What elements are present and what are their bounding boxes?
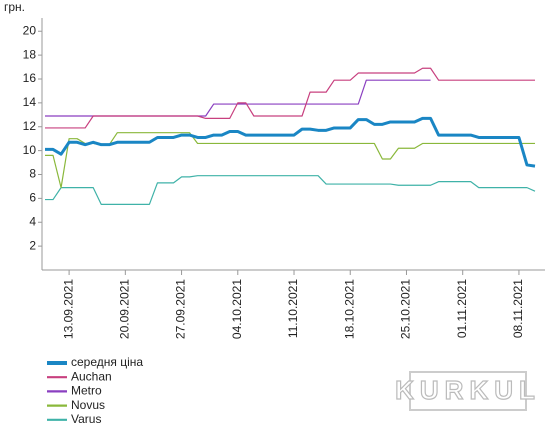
x-tick-label: 11.10.2021 (286, 279, 300, 338)
series-line (45, 116, 536, 168)
y-tick-label: 2 (29, 238, 36, 252)
y-tick-label: 20 (23, 23, 37, 37)
series-line (45, 67, 535, 129)
y-tick-label: 16 (23, 71, 37, 85)
x-tick-label: 13.09.2021 (61, 279, 75, 339)
y-tick-label: 18 (23, 47, 37, 61)
x-tick-label: 01.11.2021 (455, 279, 469, 338)
x-tick-label: 27.09.2021 (174, 279, 188, 339)
x-tick-label: 18.10.2021 (342, 279, 356, 339)
legend-label: Metro (71, 384, 102, 398)
x-tick-label: 20.09.2021 (117, 279, 131, 339)
y-tick-label: 14 (23, 95, 37, 109)
legend-label: середня ціна (71, 355, 143, 369)
y-tick-label: 8 (29, 167, 36, 181)
watermark-frame (409, 371, 527, 411)
x-tick-label: 08.11.2021 (511, 279, 525, 338)
y-tick-label: 6 (29, 191, 36, 205)
legend-label: Auchan (71, 369, 112, 383)
y-tick-label: 12 (23, 119, 37, 133)
x-tick-label: 04.10.2021 (230, 279, 244, 339)
y-tick-label: 4 (29, 214, 36, 228)
series-line (45, 175, 536, 205)
legend-label: Novus (71, 398, 105, 412)
series-line (45, 132, 535, 189)
legend-label: Varus (71, 412, 101, 426)
watermark: KURKUL (395, 375, 541, 405)
x-tick-label: 25.10.2021 (399, 279, 413, 339)
y-tick-label: 10 (23, 143, 37, 157)
series-line (45, 79, 431, 117)
y-axis-label: грн. (4, 0, 25, 14)
